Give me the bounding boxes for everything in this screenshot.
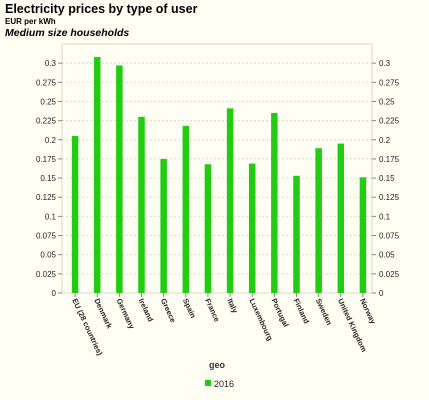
unit-label: EUR per kWh: [5, 17, 56, 26]
bar: [226, 108, 234, 293]
y-tick-label: 0.175: [379, 155, 400, 164]
x-tick-label: Germany: [115, 297, 137, 331]
bar: [204, 164, 212, 293]
x-tick-label: Luxembourg: [247, 297, 275, 342]
bar: [93, 57, 101, 294]
y-tick-label: 0.3: [379, 59, 391, 68]
legend: 2016: [205, 379, 234, 389]
y-tick-label: 0.125: [36, 193, 57, 202]
y-tick-label: 0: [379, 289, 384, 298]
y-tick-label: 0.2: [379, 136, 391, 145]
y-tick-label: 0.25: [379, 97, 395, 106]
y-axis-left: 0 0.025 0.05 0.075 0.1 0.125 0.15 0.175 0.2 0.225…: [36, 59, 62, 298]
y-tick-label: 0.05: [40, 251, 56, 260]
bar: [160, 158, 167, 293]
bar: [337, 143, 345, 293]
bar: [315, 148, 322, 293]
x-tick-label: Finland: [292, 297, 312, 325]
legend-swatch: [205, 380, 211, 386]
bar: [248, 163, 256, 293]
y-tick-label: 0.275: [36, 78, 57, 87]
bar: [293, 175, 300, 293]
y-tick-label: 0.25: [40, 97, 56, 106]
bar: [116, 65, 123, 294]
y-axis-right: 0 0.025 0.05 0.075 0.1 0.125 0.15 0.175 0.2 0.225…: [372, 59, 400, 298]
y-tick-label: 0: [52, 289, 57, 298]
y-tick-label: 0.075: [36, 232, 57, 241]
x-tick-label: Ireland: [137, 297, 156, 323]
x-tick-label: France: [203, 297, 222, 323]
bar: [71, 135, 79, 293]
x-axis-title: geo: [209, 360, 226, 370]
y-tick-label: 0.225: [379, 117, 400, 126]
x-tick-label: Norway: [358, 297, 378, 326]
y-tick-label: 0.225: [36, 117, 57, 126]
x-axis-categories: EU (28 countries)Denmark Germany Ireland Gr…: [70, 293, 378, 357]
chart-title: Electricity prices by type of user: [5, 2, 198, 16]
bar: [271, 112, 278, 293]
y-tick-label: 0.1: [45, 212, 57, 221]
bar: [138, 116, 145, 294]
bar: [182, 125, 190, 294]
plot-area: [61, 43, 373, 294]
y-tick-label: 0.1: [379, 212, 391, 221]
x-tick-label: Spain: [181, 297, 198, 320]
y-tick-label: 0.2: [45, 136, 57, 145]
y-tick-label: 0.075: [379, 232, 400, 241]
y-tick-label: 0.025: [36, 270, 57, 279]
y-tick-label: 0.15: [379, 174, 395, 183]
chart-subtitle: Medium size households: [5, 27, 130, 39]
legend-label: 2016: [214, 379, 234, 389]
x-tick-label: Portugal: [270, 297, 291, 328]
y-tick-label: 0.05: [379, 251, 395, 260]
x-tick-label: Greece: [159, 297, 178, 324]
x-tick-label: Sweden: [314, 297, 334, 327]
y-tick-label: 0.125: [379, 193, 400, 202]
bar: [359, 177, 367, 293]
y-tick-label: 0.175: [36, 155, 57, 164]
y-tick-label: 0.275: [379, 78, 400, 87]
bars: [71, 57, 367, 294]
y-tick-label: 0.3: [45, 59, 57, 68]
y-tick-label: 0.15: [40, 174, 56, 183]
x-tick-label: Italy: [225, 297, 240, 315]
x-tick-label: Denmark: [92, 297, 114, 331]
y-tick-label: 0.025: [379, 270, 400, 279]
